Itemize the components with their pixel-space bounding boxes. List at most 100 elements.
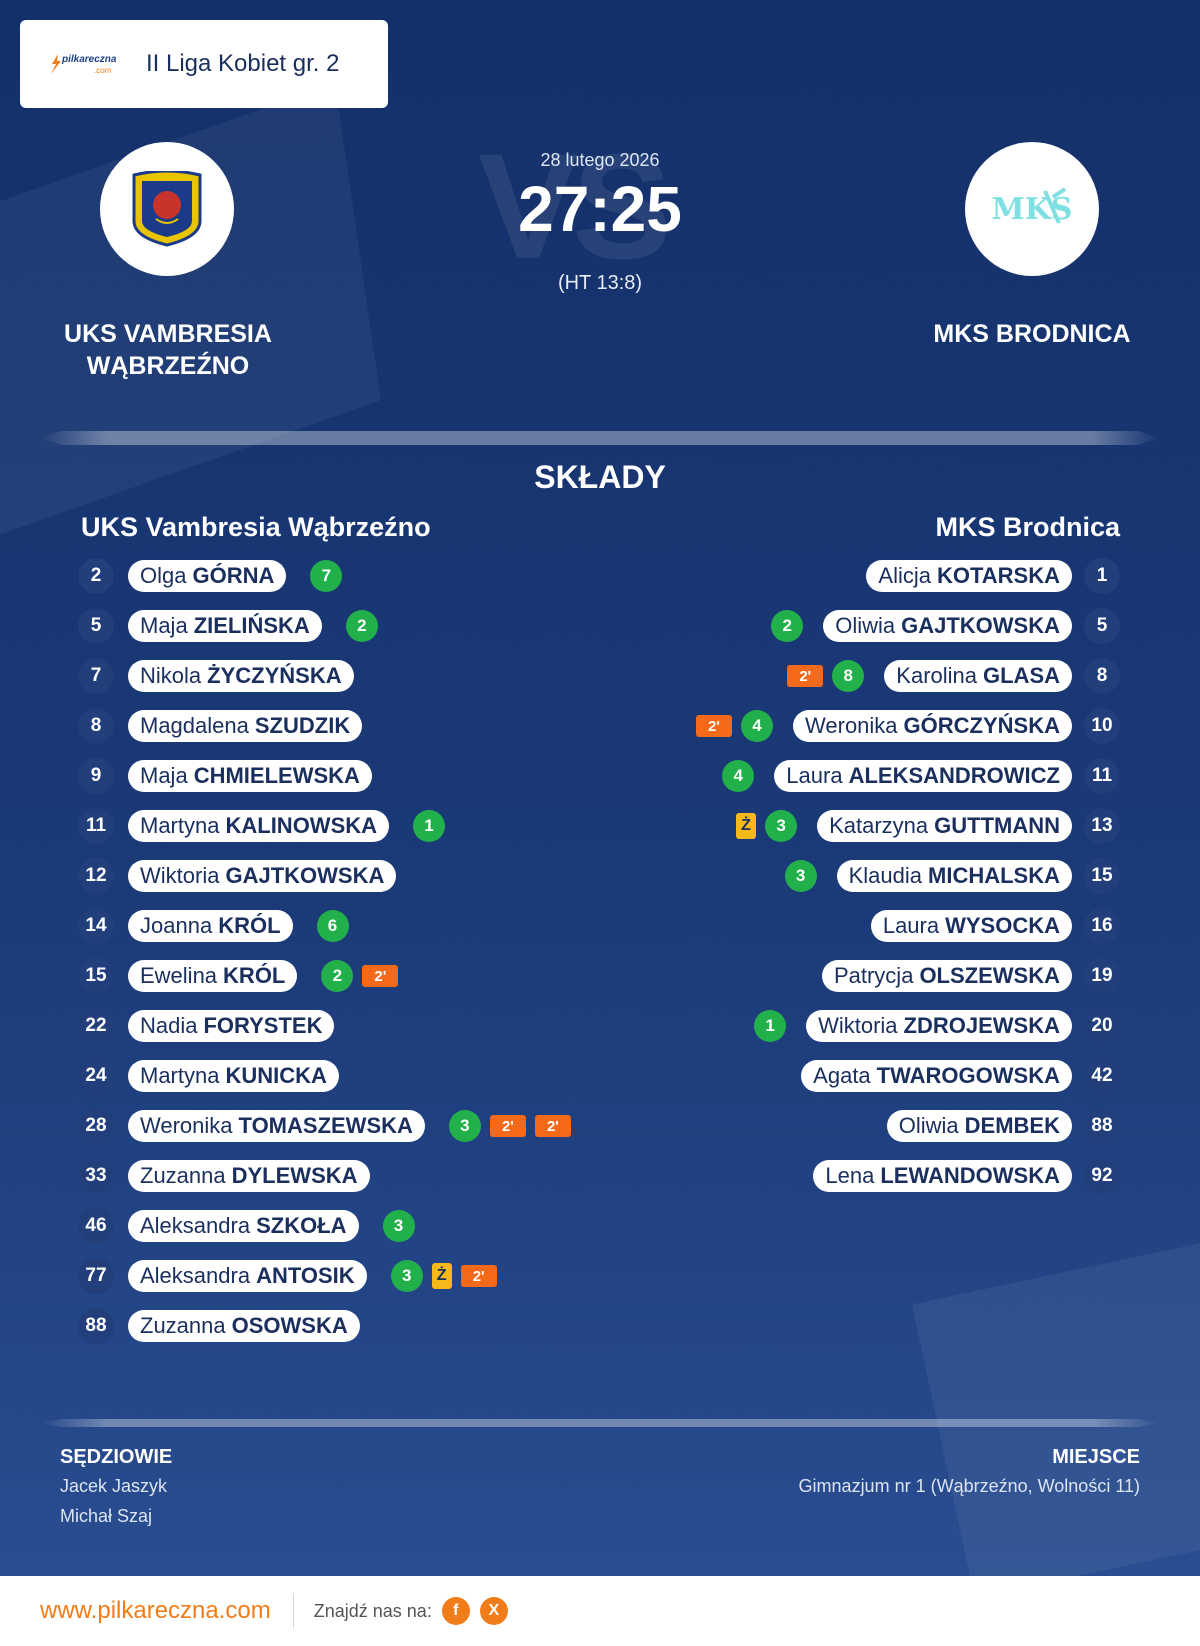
player-last-name: DYLEWSKA [231, 1163, 358, 1188]
final-score: 27:25 [518, 173, 682, 245]
player-row: 1 Alicja KOTARSKA [846, 558, 1120, 594]
player-row: 5 Maja ZIELIŃSKA 2 [78, 608, 387, 644]
halftime-score: (HT 13:8) [557, 272, 643, 294]
goals-badge: 7 [310, 560, 343, 592]
player-number: 88 [1084, 1108, 1120, 1144]
pilkareczna-logo: pilkareczna .com [48, 49, 122, 79]
divider [40, 1419, 1160, 1427]
player-number: 8 [1084, 658, 1120, 694]
player-name: Wiktoria GAJTKOWSKA [128, 860, 397, 892]
player-row: 20 Wiktoria ZDROJEWSKA 1 [745, 1008, 1120, 1044]
player-first-name: Nadia [140, 1013, 198, 1038]
player-last-name: ŻYCZYŃSKA [207, 663, 342, 688]
player-events: 3 2' 2' [448, 1110, 580, 1142]
player-number: 10 [1084, 708, 1120, 744]
yellow-card-badge: Ż [736, 813, 757, 839]
player-first-name: Magdalena [140, 713, 249, 738]
player-first-name: Martyna [140, 1063, 220, 1088]
player-events: 1 [413, 810, 454, 842]
player-last-name: OSOWSKA [231, 1313, 348, 1338]
league-name: II Liga Kobiet gr. 2 [146, 50, 340, 77]
player-events: 2 2' [321, 960, 407, 992]
player-name: Weronika TOMASZEWSKA [128, 1110, 425, 1142]
player-first-name: Oliwia [835, 613, 896, 638]
player-number: 11 [1084, 758, 1120, 794]
player-first-name: Oliwia [898, 1113, 959, 1138]
away-crest: MKS [965, 142, 1099, 276]
venue-name: Gimnazjum nr 1 (Wąbrzeźno, Wolności 11) [798, 1476, 1140, 1496]
player-number: 2 [78, 558, 114, 594]
player-last-name: GAJTKOWSKA [901, 613, 1060, 638]
player-row: 16 Laura WYSOCKA [851, 908, 1120, 944]
goals-badge: 2 [345, 610, 378, 642]
player-first-name: Zuzanna [140, 1163, 226, 1188]
player-name: Martyna KUNICKA [128, 1060, 339, 1092]
player-last-name: GAJTKOWSKA [225, 863, 385, 888]
player-number: 19 [1084, 958, 1120, 994]
player-row: 5 Oliwia GAJTKOWSKA 2 [762, 608, 1120, 644]
venue-title: MIEJSCE [1052, 1446, 1140, 1468]
player-number: 15 [1084, 858, 1120, 894]
player-number: 5 [1084, 608, 1120, 644]
mks-crest-icon: MKS [992, 187, 1072, 227]
player-events: 3 [382, 1210, 424, 1242]
player-first-name: Zuzanna [140, 1313, 226, 1338]
player-first-name: Lena [825, 1163, 875, 1188]
player-name: Oliwia GAJTKOWSKA [823, 610, 1072, 642]
player-number: 16 [1084, 908, 1120, 944]
home-team-name: UKS VAMBRESIA WĄBRZEŹNO [18, 318, 318, 382]
player-first-name: Klaudia [848, 863, 922, 888]
player-events: 2 [762, 610, 804, 642]
player-row: 12 Wiktoria GAJTKOWSKA [78, 858, 420, 894]
player-first-name: Laura [786, 763, 843, 788]
shield-crest-icon [132, 171, 202, 247]
goals-badge: 1 [413, 810, 446, 842]
player-name: Alicja KOTARSKA [866, 560, 1072, 592]
goals-badge: 8 [832, 660, 865, 692]
two-minute-badge: 2' [489, 1115, 526, 1137]
player-first-name: Katarzyna [829, 813, 929, 838]
goals-badge: 6 [316, 910, 349, 942]
player-number: 13 [1084, 808, 1120, 844]
home-lineup-title: UKS Vambresia Wąbrzeźno [81, 512, 431, 542]
player-first-name: Wiktoria [140, 863, 220, 888]
player-number: 12 [78, 858, 114, 894]
player-events: 2 [345, 610, 387, 642]
player-name: Joanna KRÓL [128, 910, 293, 942]
yellow-card-badge: Ż [431, 1263, 452, 1289]
player-last-name: ZIELIŃSKA [193, 613, 310, 638]
goals-badge: 3 [765, 810, 798, 842]
player-name: Ewelina KRÓL [128, 960, 298, 992]
goals-badge: 3 [382, 1210, 415, 1242]
player-name: Maja ZIELIŃSKA [128, 610, 322, 642]
goals-badge: 4 [741, 710, 774, 742]
site-link[interactable]: www.pilkareczna.com [40, 1597, 271, 1624]
facebook-icon[interactable]: f [441, 1597, 470, 1625]
player-last-name: FORYSTEK [203, 1013, 323, 1038]
player-first-name: Ewelina [140, 963, 218, 988]
player-events: 4 2' [687, 710, 774, 742]
player-last-name: ALEKSANDROWICZ [848, 763, 1060, 788]
player-last-name: ANTOSIK [256, 1263, 355, 1288]
find-us-label: Znajdź nas na: [313, 1600, 432, 1621]
player-row: 9 Maja CHMIELEWSKA [78, 758, 396, 794]
player-row: 7 Nikola ŻYCZYŃSKA [78, 658, 378, 694]
player-last-name: GUTTMANN [934, 813, 1060, 838]
player-row: 15 Klaudia MICHALSKA 3 [776, 858, 1120, 894]
home-team-name-line1: UKS VAMBRESIA [64, 320, 272, 348]
footer: www.pilkareczna.com Znajdź nas na: f X [0, 1576, 1200, 1646]
player-name: Zuzanna OSOWSKA [128, 1310, 360, 1342]
x-icon[interactable]: X [479, 1597, 508, 1625]
player-row: 77 Aleksandra ANTOSIK 3 Ż 2' [78, 1258, 506, 1294]
player-events: 1 [745, 1010, 787, 1042]
league-card: pilkareczna .com II Liga Kobiet gr. 2 [20, 20, 388, 108]
player-name: Nikola ŻYCZYŃSKA [128, 660, 354, 692]
player-name: Agata TWAROGOWSKA [801, 1060, 1072, 1092]
player-events: 3 [776, 860, 817, 892]
two-minute-badge: 2' [696, 715, 733, 737]
player-name: Patrycja OLSZEWSKA [821, 960, 1072, 992]
player-row: 88 Zuzanna OSOWSKA [78, 1308, 384, 1344]
goals-badge: 4 [722, 760, 755, 792]
vs-watermark: VS [478, 122, 672, 290]
